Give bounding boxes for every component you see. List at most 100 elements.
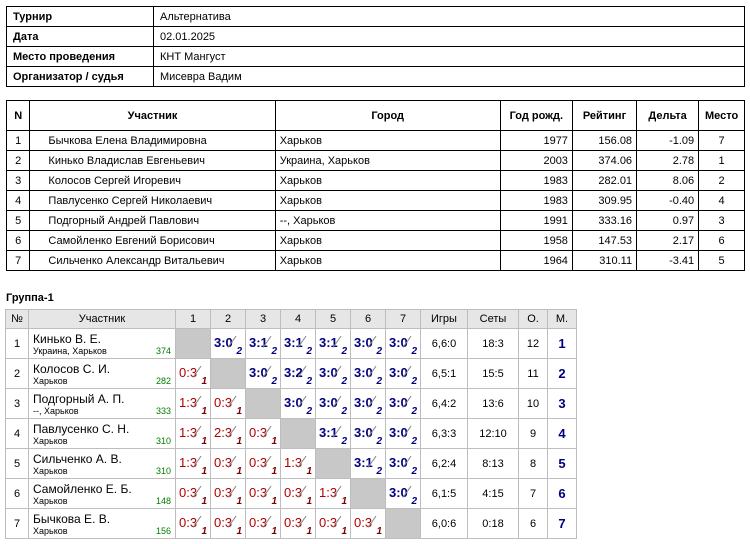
participant-place: 4 (698, 190, 745, 211)
info-label: Место проведения (6, 46, 154, 67)
match-points: 2 (411, 436, 417, 447)
match-score: 1:3 (179, 455, 198, 470)
participant-city: Харьков (274, 130, 501, 151)
match-result-cell: 3:1 2 (315, 418, 351, 449)
participant-city: Украина, Харьков (274, 150, 501, 171)
match-result-cell: 3:0 2 (385, 388, 421, 419)
points-stat: 12 (518, 328, 548, 359)
group-row-number: 5 (5, 448, 29, 479)
player-name: Колосов С. И. (33, 362, 111, 376)
info-label: Дата (6, 26, 154, 47)
match-result-cell: 0:3 1 (315, 508, 351, 539)
player-city: Харьков (33, 436, 68, 446)
match-points: 2 (376, 466, 382, 477)
group-player-cell: Сильченко А. В. Харьков 310 (28, 448, 176, 479)
player-rating: 374 (155, 346, 171, 356)
match-result-cell: 0:3 1 (280, 478, 316, 509)
points-stat: 11 (518, 358, 548, 389)
participant-year: 1983 (499, 170, 573, 191)
participants-col-header: N (5, 100, 31, 131)
match-points: 2 (376, 376, 382, 387)
match-points: 1 (236, 466, 242, 477)
info-row: Организатор / судья Мисевра Вадим (6, 66, 745, 87)
group-player-cell: Колосов С. И. Харьков 282 (28, 358, 176, 389)
match-points: 1 (236, 526, 242, 537)
player-rating: 148 (155, 496, 171, 506)
group-col-header: Участник (28, 309, 176, 329)
match-points: 1 (201, 376, 207, 387)
participant-delta: -1.09 (636, 130, 700, 151)
group-col-header: Сеты (467, 309, 519, 329)
player-city: Харьков (33, 466, 68, 476)
participant-rating: 310.11 (571, 250, 638, 271)
place-stat: 4 (547, 418, 577, 449)
self-cell (175, 328, 211, 359)
sets-stat: 8:13 (467, 448, 519, 479)
participant-year: 1991 (499, 210, 573, 231)
group-row-number: 1 (5, 328, 29, 359)
info-row: Турнир Альтернатива (6, 6, 745, 27)
match-result-cell: 3:0 2 (350, 358, 386, 389)
group-row: 7 Бычкова Е. В. Харьков 156 0:3 1 0:3 1 0:3 1 0:3 1… (5, 508, 577, 539)
match-result-cell: 1:3 1 (315, 478, 351, 509)
participant-city: Харьков (274, 190, 501, 211)
participant-place: 3 (698, 210, 745, 231)
participant-city: Харьков (274, 170, 501, 191)
participant-delta: 2.78 (636, 150, 700, 171)
match-points: 2 (341, 406, 347, 417)
match-score: 2:3 (214, 425, 233, 440)
participant-row: 6 Самойленко Евгений Борисович Харьков 1958… (5, 230, 745, 251)
info-row: Место проведения КНТ Мангуст (6, 46, 745, 67)
match-score: 1:3 (179, 425, 198, 440)
match-points: 2 (341, 436, 347, 447)
participant-rating: 156.08 (571, 130, 638, 151)
match-result-cell: 0:3 1 (210, 448, 246, 479)
info-value: Мисевра Вадим (153, 66, 745, 87)
player-name: Сильченко А. В. (33, 452, 122, 466)
match-result-cell: 3:2 2 (280, 358, 316, 389)
sets-stat: 0:18 (467, 508, 519, 539)
participants-col-header: Год рожд. (499, 100, 573, 131)
match-score: 0:3 (354, 515, 373, 530)
participant-name: Подгорный Андрей Павлович (29, 210, 276, 231)
match-points: 2 (376, 436, 382, 447)
participant-n: 4 (5, 190, 31, 211)
group-col-header: № (5, 309, 29, 329)
info-value: 02.01.2025 (153, 26, 745, 47)
participants-col-header: Участник (29, 100, 276, 131)
match-score: 0:3 (249, 455, 268, 470)
match-score: 1:3 (284, 455, 303, 470)
participants-header-row: N Участник Город Год рожд. Рейтинг Дельта Мест… (5, 100, 745, 131)
participant-place: 6 (698, 230, 745, 251)
match-points: 2 (306, 406, 312, 417)
match-result-cell: 3:1 2 (350, 448, 386, 479)
match-result-cell: 3:1 2 (315, 328, 351, 359)
self-cell (245, 388, 281, 419)
match-points: 2 (236, 346, 242, 357)
participant-place: 7 (698, 130, 745, 151)
player-rating: 310 (155, 436, 171, 446)
match-result-cell: 3:0 2 (385, 418, 421, 449)
participant-place: 5 (698, 250, 745, 271)
place-stat: 3 (547, 388, 577, 419)
group-row-number: 3 (5, 388, 29, 419)
player-city: Харьков (33, 376, 68, 386)
group-player-cell: Самойленко Е. Б. Харьков 148 (28, 478, 176, 509)
match-result-cell: 0:3 1 (210, 478, 246, 509)
participants-table: N Участник Город Год рожд. Рейтинг Дельта Мест… (5, 100, 745, 271)
match-result-cell: 1:3 1 (175, 448, 211, 479)
match-score: 0:3 (214, 515, 233, 530)
participant-row: 5 Подгорный Андрей Павлович --, Харьков 199… (5, 210, 745, 231)
match-points: 2 (411, 376, 417, 387)
participant-n: 1 (5, 130, 31, 151)
match-result-cell: 1:3 1 (280, 448, 316, 479)
player-rating: 156 (155, 526, 171, 536)
participant-rating: 309.95 (571, 190, 638, 211)
games-stat: 6,5:1 (420, 358, 468, 389)
points-stat: 10 (518, 388, 548, 419)
match-score: 0:3 (319, 515, 338, 530)
match-points: 1 (271, 496, 277, 507)
participant-city: Харьков (274, 250, 501, 271)
player-city: Харьков (33, 496, 68, 506)
group-results-table: № Участник 1 2 3 4 5 6 7 Игры Сеты О. М. 1 Кинько В. … (5, 309, 577, 539)
